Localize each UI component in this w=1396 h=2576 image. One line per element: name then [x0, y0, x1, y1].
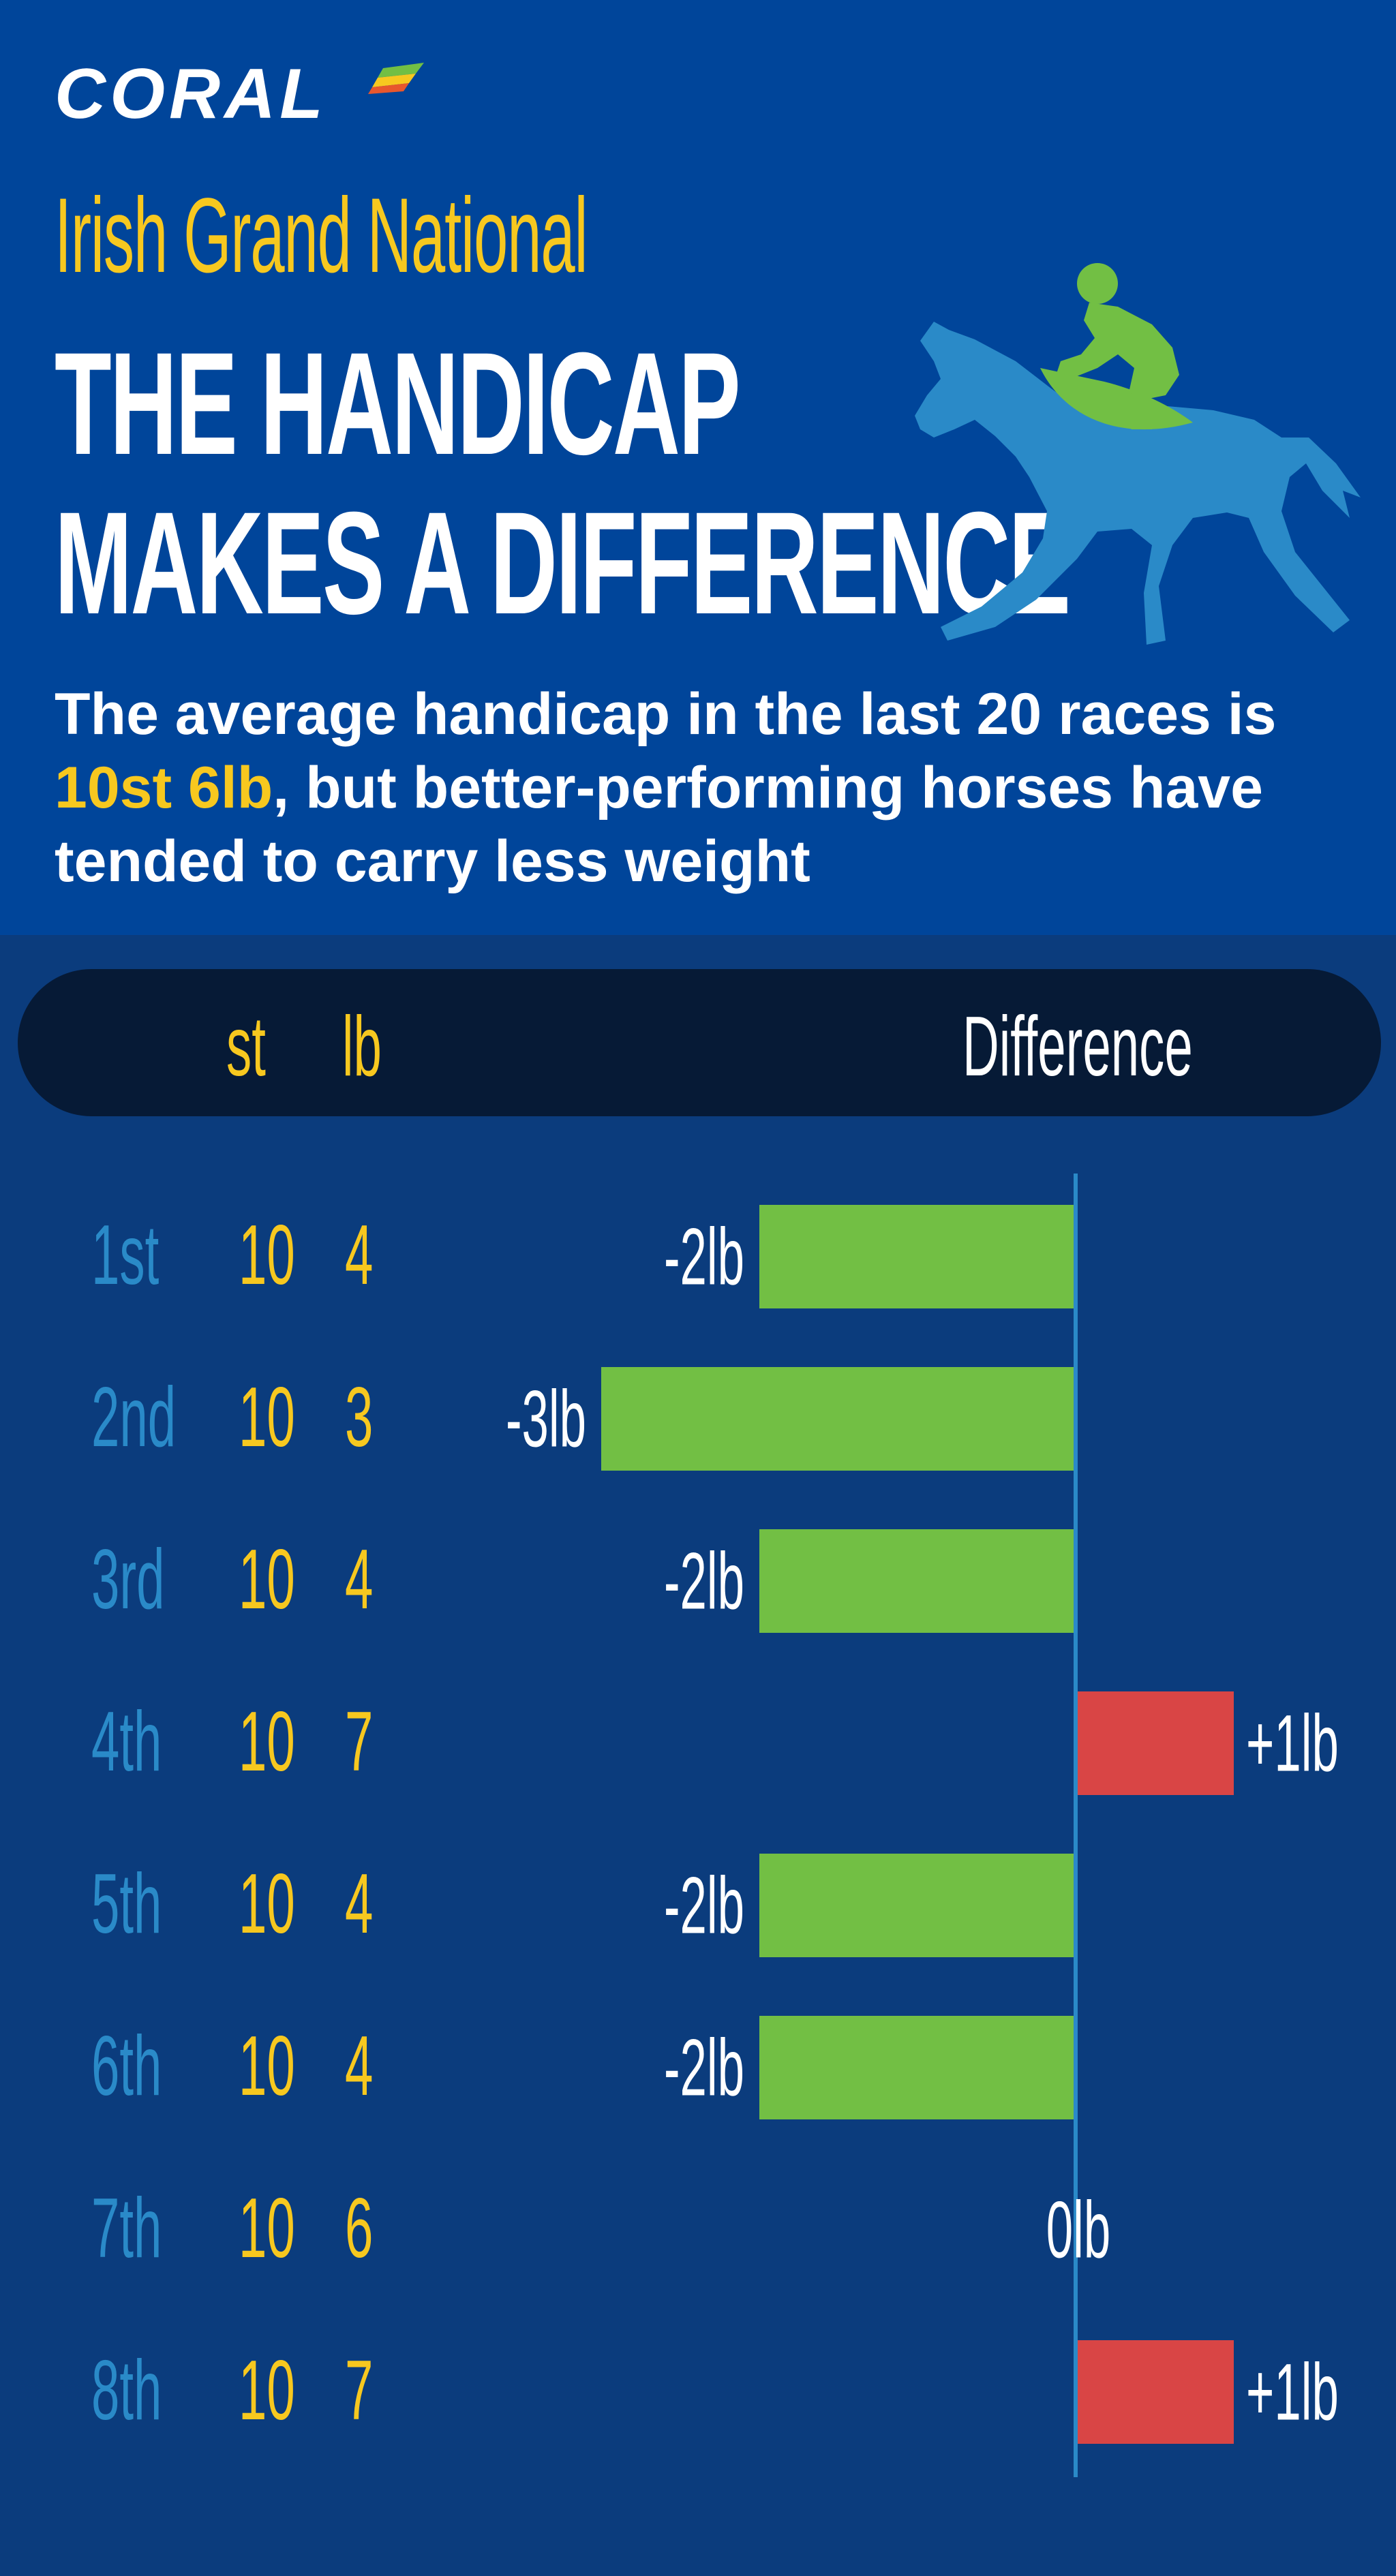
- bar-value-label: -3lb: [506, 1374, 586, 1464]
- weight-pounds: 4: [345, 1857, 374, 1951]
- weight-pounds: 6: [345, 2181, 374, 2275]
- finish-position: 6th: [91, 2019, 162, 2113]
- weight-pounds: 4: [345, 1533, 374, 1627]
- coral-logo: CORAL: [55, 55, 327, 134]
- finish-position: 1st: [91, 1208, 160, 1302]
- header-panel: CORAL Irish Grand National THE HANDICAP …: [0, 0, 1396, 935]
- horse-and-jockey-icon: [915, 263, 1361, 645]
- bar-value-label: -2lb: [664, 1860, 744, 1950]
- bar-negative: [601, 1367, 1076, 1471]
- bar-positive: [1076, 2340, 1234, 2444]
- finish-position: 8th: [91, 2344, 162, 2438]
- weight-stones: 10: [239, 1370, 295, 1465]
- intro-text-start: The average handicap in the last 20 race…: [55, 681, 1277, 747]
- bar-positive: [1076, 1691, 1234, 1795]
- weight-stones: 10: [239, 1857, 295, 1951]
- intro-text-end: , but better-performing horses have tend…: [55, 755, 1263, 894]
- weight-stones: 10: [239, 1695, 295, 1789]
- column-header-st: st: [226, 1000, 266, 1094]
- weight-stones: 10: [239, 2181, 295, 2275]
- finish-position: 2nd: [91, 1370, 177, 1465]
- bar-negative: [759, 1205, 1076, 1308]
- weight-pounds: 4: [345, 2019, 374, 2113]
- weight-stones: 10: [239, 2019, 295, 2113]
- bar-value-label: -2lb: [664, 2023, 744, 2113]
- finish-position: 5th: [91, 1857, 162, 1951]
- headline-line-2: MAKES A DIFFERENCE: [55, 482, 1071, 645]
- bar-negative: [759, 1529, 1076, 1633]
- bar-negative: [759, 1854, 1076, 1957]
- bar-value-label: -2lb: [664, 1536, 744, 1626]
- intro-text: The average handicap in the last 20 race…: [55, 677, 1350, 898]
- weight-stones: 10: [239, 1533, 295, 1627]
- weight-pounds: 7: [345, 1695, 374, 1789]
- bar-value-label: 0lb: [1046, 2185, 1110, 2275]
- logo-flag-icon: [368, 63, 424, 94]
- bar-value-label: +1lb: [1246, 2347, 1339, 2437]
- weight-stones: 10: [239, 1208, 295, 1302]
- event-title: Irish Grand National: [55, 177, 588, 295]
- intro-highlight: 10st 6lb: [55, 755, 273, 821]
- column-header-lb: lb: [342, 1000, 382, 1094]
- weight-stones: 10: [239, 2344, 295, 2438]
- column-header-bar: st lb Difference: [18, 969, 1381, 1116]
- weight-pounds: 4: [345, 1208, 374, 1302]
- finish-position: 7th: [91, 2181, 162, 2275]
- weight-pounds: 7: [345, 2344, 374, 2438]
- column-header-difference: Difference: [962, 1000, 1193, 1094]
- finish-position: 4th: [91, 1695, 162, 1789]
- bar-value-label: -2lb: [664, 1212, 744, 1302]
- difference-chart: -2lb -3lb -2lb +1lb -2lb -2lb 0lb +1lb: [506, 1174, 1339, 2477]
- bar-negative: [759, 2016, 1076, 2119]
- weight-pounds: 3: [345, 1370, 374, 1465]
- bar-value-label: +1lb: [1246, 1698, 1339, 1788]
- finish-position: 3rd: [91, 1533, 165, 1627]
- headline-line-1: THE HANDICAP: [55, 322, 741, 485]
